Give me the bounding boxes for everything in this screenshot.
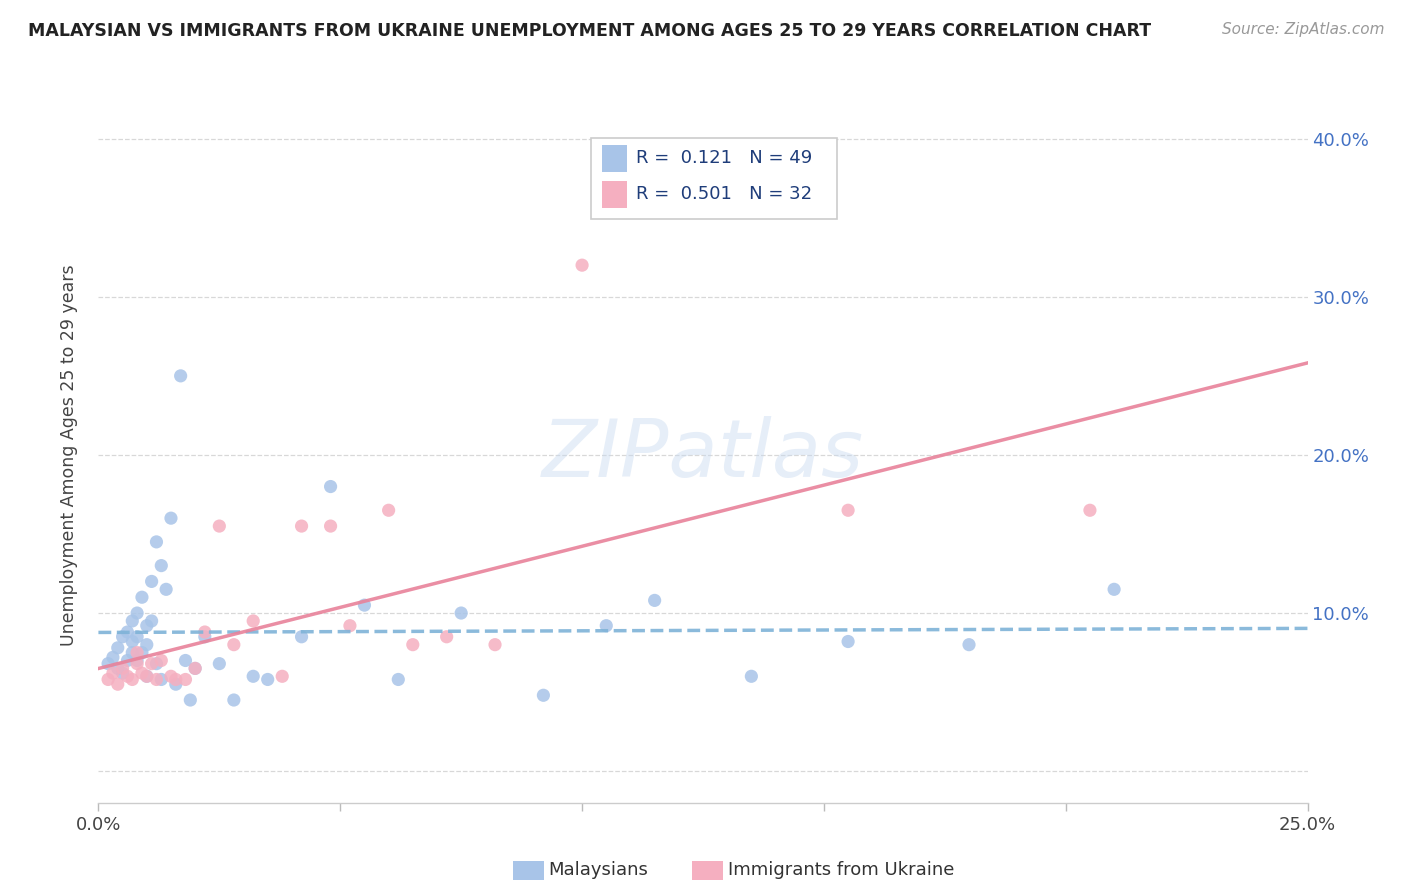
Text: R =  0.121   N = 49: R = 0.121 N = 49 (636, 149, 811, 167)
Point (111, 630, 134, 644)
Point (127, 606, 149, 620)
Point (290, 630, 312, 644)
Point (319, 479, 342, 493)
Point (117, 653, 139, 667)
Y-axis label: Unemployment Among Ages 25 to 29 years: Unemployment Among Ages 25 to 29 years (59, 264, 77, 646)
Point (160, 669, 183, 683)
Text: MALAYSIAN VS IMMIGRANTS FROM UKRAINE UNEMPLOYMENT AMONG AGES 25 TO 29 YEARS CORR: MALAYSIAN VS IMMIGRANTS FROM UKRAINE UNE… (28, 22, 1152, 40)
Point (111, 661, 134, 675)
Point (402, 638, 425, 652)
Point (145, 673, 167, 687)
Point (319, 519, 342, 533)
Point (135, 638, 157, 652)
Point (837, 503, 859, 517)
Text: Malaysians: Malaysians (548, 861, 648, 879)
Point (97, 657, 120, 671)
Point (145, 534, 167, 549)
Point (117, 625, 139, 640)
Point (194, 625, 217, 640)
Point (740, 669, 762, 683)
Point (127, 653, 149, 667)
Point (290, 519, 312, 533)
Point (222, 638, 245, 652)
Text: ZIPatlas: ZIPatlas (541, 416, 865, 494)
Point (121, 673, 143, 687)
Point (107, 661, 129, 675)
Point (377, 503, 399, 517)
Point (121, 614, 143, 628)
Point (174, 653, 197, 667)
Point (531, 688, 554, 702)
Point (595, 618, 617, 632)
Point (179, 693, 201, 707)
Point (194, 630, 217, 644)
Point (107, 677, 129, 691)
Point (184, 661, 207, 675)
Point (150, 558, 173, 573)
Point (97, 673, 120, 687)
Point (184, 661, 207, 675)
Point (101, 666, 124, 681)
Point (242, 614, 264, 628)
Point (131, 666, 153, 681)
Point (1102, 582, 1125, 597)
Point (169, 368, 191, 383)
Point (135, 669, 157, 683)
Point (165, 677, 187, 691)
Text: R =  0.501   N = 32: R = 0.501 N = 32 (636, 185, 811, 202)
Point (242, 669, 264, 683)
Point (957, 638, 980, 652)
Point (353, 598, 375, 612)
Point (208, 657, 231, 671)
Point (145, 657, 167, 671)
Point (387, 673, 409, 687)
Point (121, 646, 143, 660)
Point (165, 673, 187, 687)
Point (436, 630, 458, 644)
Point (150, 673, 173, 687)
Point (174, 673, 197, 687)
Point (571, 258, 593, 272)
Point (101, 650, 124, 665)
Point (135, 669, 157, 683)
Point (131, 646, 153, 660)
Point (256, 673, 278, 687)
Point (208, 519, 231, 533)
Point (450, 606, 472, 620)
Point (339, 618, 361, 632)
Point (131, 591, 153, 605)
Point (107, 640, 129, 655)
Point (141, 657, 163, 671)
Point (644, 593, 666, 607)
Point (155, 582, 177, 597)
Point (837, 634, 859, 648)
Point (141, 614, 163, 628)
Point (1078, 503, 1101, 517)
Point (127, 657, 149, 671)
Point (222, 693, 245, 707)
Text: Immigrants from Ukraine: Immigrants from Ukraine (728, 861, 955, 879)
Point (160, 511, 183, 525)
Point (271, 669, 294, 683)
Point (484, 638, 506, 652)
Point (127, 630, 149, 644)
Point (117, 669, 139, 683)
Point (121, 634, 143, 648)
Point (111, 666, 134, 681)
Point (127, 646, 149, 660)
Point (150, 653, 173, 667)
Text: Source: ZipAtlas.com: Source: ZipAtlas.com (1222, 22, 1385, 37)
Point (141, 574, 163, 589)
Point (135, 618, 157, 632)
